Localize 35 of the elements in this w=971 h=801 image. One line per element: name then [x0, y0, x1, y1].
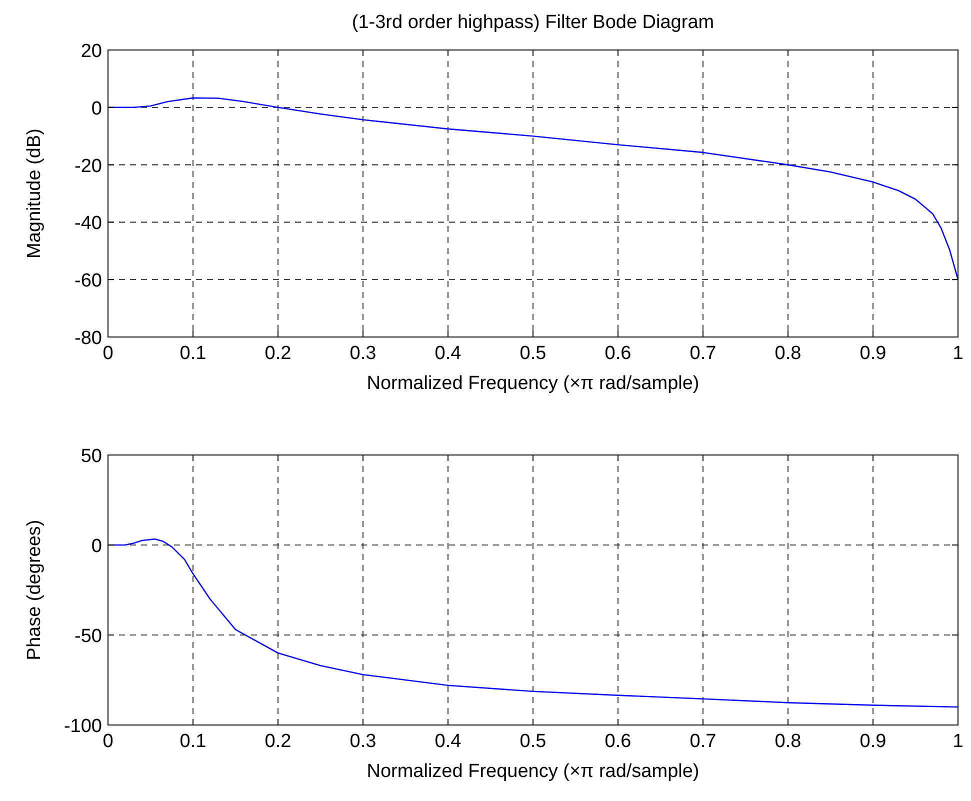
y-tick-label: -100 — [64, 716, 102, 737]
y-tick-label: 0 — [91, 536, 102, 557]
x-tick-label: 1 — [952, 731, 964, 752]
x-tick-label: 0.7 — [690, 343, 716, 364]
x-tick-label: 0.9 — [860, 343, 886, 364]
y-tick-label: -80 — [74, 328, 102, 349]
x-tick-label: 1 — [952, 343, 964, 364]
x-tick-label: 0.2 — [264, 343, 292, 364]
chart-title: (1-3rd order highpass) Filter Bode Diagram — [352, 12, 714, 33]
y-tick-label: 20 — [80, 41, 102, 62]
y-tick-label: 50 — [80, 446, 102, 467]
x-axis-title: Normalized Frequency (×π rad/sample) — [366, 373, 700, 394]
x-tick-label: 0.1 — [180, 343, 206, 364]
y-tick-label: 0 — [91, 98, 102, 120]
x-tick-label: 0.8 — [774, 731, 802, 752]
x-axis-title: Normalized Frequency (×π rad/sample) — [366, 761, 700, 782]
y-axis-title: Magnitude (dB) — [24, 128, 45, 258]
y-tick-label: -50 — [74, 626, 102, 647]
x-tick-label: 0.8 — [774, 343, 802, 364]
x-tick-label: 0.1 — [180, 731, 206, 752]
x-tick-label: 0.4 — [434, 343, 462, 364]
x-tick-label: 0.5 — [520, 343, 546, 364]
x-tick-label: 0.9 — [860, 731, 886, 752]
x-tick-label: 0.3 — [350, 343, 376, 364]
x-tick-label: 0.6 — [604, 343, 632, 364]
x-tick-label: 0.7 — [690, 731, 716, 752]
x-tick-label: 0.5 — [520, 731, 546, 752]
y-tick-label: -60 — [74, 270, 102, 292]
y-tick-label: -20 — [74, 156, 102, 177]
y-axis-title: Phase (degrees) — [24, 520, 45, 660]
x-tick-label: 0.4 — [434, 731, 462, 752]
x-tick-label: 0.3 — [350, 731, 376, 752]
x-tick-label: 0.6 — [604, 731, 632, 752]
y-tick-label: -40 — [74, 213, 102, 234]
x-tick-label: 0.2 — [264, 731, 292, 752]
